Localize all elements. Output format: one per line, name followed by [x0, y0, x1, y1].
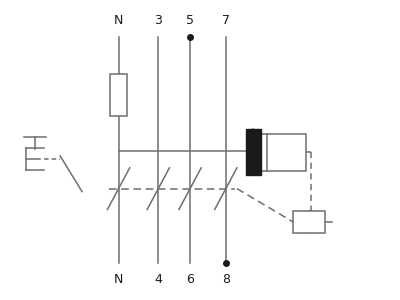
- Text: 3: 3: [154, 14, 162, 27]
- FancyBboxPatch shape: [110, 74, 127, 116]
- Text: 6: 6: [186, 273, 194, 286]
- Text: 5: 5: [186, 14, 194, 27]
- FancyBboxPatch shape: [293, 211, 325, 233]
- FancyBboxPatch shape: [246, 129, 261, 175]
- Text: 8: 8: [222, 273, 230, 286]
- Text: 7: 7: [222, 14, 230, 27]
- Text: N: N: [114, 273, 123, 286]
- Text: 4: 4: [154, 273, 162, 286]
- Text: N: N: [114, 14, 123, 27]
- FancyBboxPatch shape: [267, 134, 306, 171]
